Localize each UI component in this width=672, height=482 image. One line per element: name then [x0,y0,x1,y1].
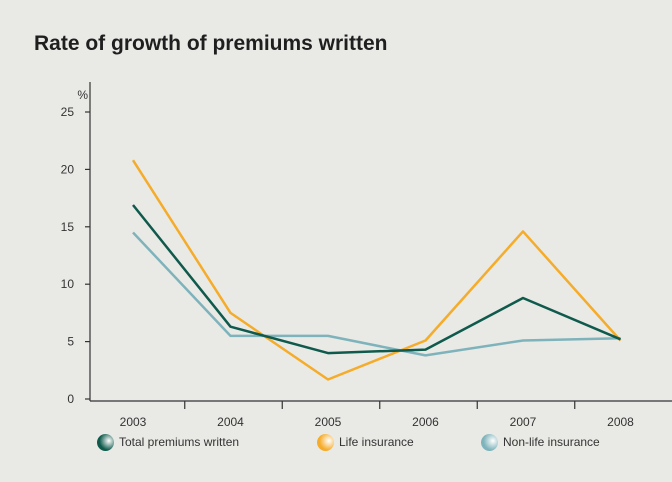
y-tick-label: 15 [61,220,75,234]
legend-swatch-3 [481,433,498,451]
legend-label-1: Total premiums written [119,435,240,449]
series-line-2 [131,159,622,381]
series-line-1 [132,204,621,355]
x-tick-label: 2007 [510,415,537,429]
y-tick-label: 5 [67,335,74,349]
series-lines [131,159,622,381]
y-tick-group: 0 5 10 15 20 25 [61,105,90,406]
y-axis-unit-label: % [77,88,88,102]
chart-title: Rate of growth of premiums written [34,32,388,55]
x-tick-label: 2004 [217,415,244,429]
legend-item-3: Non-life insurance [481,428,600,456]
legend-label-2: Life insurance [339,435,414,449]
x-tick-label: 2008 [607,415,634,429]
y-tick-label: 10 [61,277,75,291]
series-line-3 [132,231,621,357]
y-tick-label: 25 [61,105,75,119]
x-tick-label: 2005 [315,415,342,429]
legend-swatch-2 [317,433,334,451]
legend-swatch-1 [97,433,114,451]
legend-label-3: Non-life insurance [503,435,600,449]
x-tick-label: 2006 [412,415,439,429]
x-tick-label: 2003 [120,415,147,429]
x-tick-group: 2003 2004 2005 2006 2007 2008 [120,401,634,429]
line-chart: % 0 5 10 15 20 25 2003 2004 2005 2006 2007 2008 [61,82,672,429]
legend-item-2: Life insurance [317,428,414,456]
y-tick-label: 20 [61,162,75,176]
legend-item-1: Total premiums written [97,428,239,456]
legend: Total premiums written Life insurance Non-… [0,428,672,456]
y-tick-label: 0 [67,392,74,406]
